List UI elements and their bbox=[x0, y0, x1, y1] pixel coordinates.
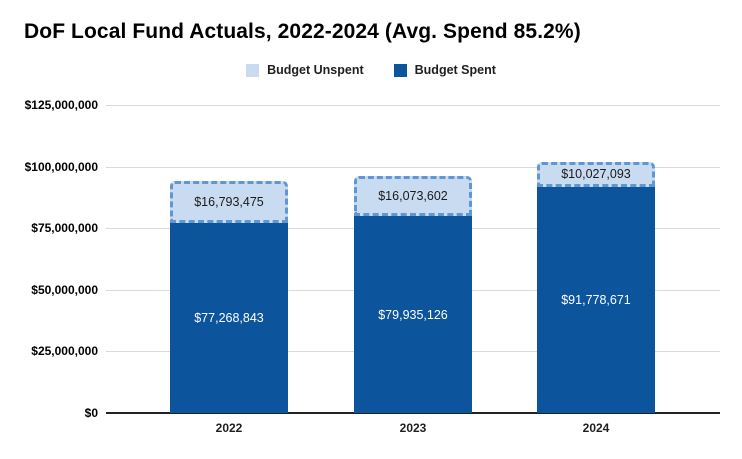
gridline bbox=[106, 105, 720, 106]
bar-value-label: $16,793,475 bbox=[194, 194, 264, 209]
bar-2022-budget-unspent[interactable]: $16,793,475 bbox=[170, 181, 288, 223]
legend-label: Budget Unspent bbox=[267, 63, 364, 77]
bar-2024-budget-spent[interactable]: $91,778,671 bbox=[537, 186, 655, 413]
bar-2023-budget-spent[interactable]: $79,935,126 bbox=[354, 216, 472, 413]
legend-label: Budget Spent bbox=[414, 63, 496, 77]
x-axis-label-2023: 2023 bbox=[399, 421, 427, 435]
legend-swatch bbox=[246, 63, 260, 77]
x-axis-label-2022: 2022 bbox=[215, 421, 243, 435]
bar-2022-budget-spent[interactable]: $77,268,843 bbox=[170, 222, 288, 413]
legend-item-budget-unspent[interactable]: Budget Unspent bbox=[246, 63, 364, 77]
bar-2024-budget-unspent[interactable]: $10,027,093 bbox=[537, 162, 655, 187]
bar-value-label: $77,268,843 bbox=[194, 310, 264, 325]
y-axis-tick-label: $50,000,000 bbox=[31, 283, 98, 297]
y-axis-tick-label: $125,000,000 bbox=[24, 98, 98, 112]
bar-value-label: $16,073,602 bbox=[378, 189, 448, 204]
bar-2023-budget-unspent[interactable]: $16,073,602 bbox=[354, 176, 472, 217]
chart-legend: Budget Unspent Budget Spent bbox=[0, 62, 742, 78]
legend-item-budget-spent[interactable]: Budget Spent bbox=[393, 63, 496, 77]
bar-value-label: $79,935,126 bbox=[378, 307, 448, 322]
gridline bbox=[106, 167, 720, 168]
bar-value-label: $91,778,671 bbox=[561, 292, 631, 307]
y-axis-tick-label: $0 bbox=[84, 406, 98, 420]
x-axis-label-2024: 2024 bbox=[582, 421, 610, 435]
legend-swatch bbox=[393, 63, 407, 77]
x-axis-line bbox=[106, 412, 720, 414]
bar-value-label: $10,027,093 bbox=[561, 167, 631, 182]
y-axis-tick-label: $25,000,000 bbox=[31, 344, 98, 358]
chart-title: DoF Local Fund Actuals, 2022-2024 (Avg. … bbox=[24, 20, 581, 43]
y-axis-tick-label: $100,000,000 bbox=[24, 160, 98, 174]
y-axis-tick-label: $75,000,000 bbox=[31, 221, 98, 235]
